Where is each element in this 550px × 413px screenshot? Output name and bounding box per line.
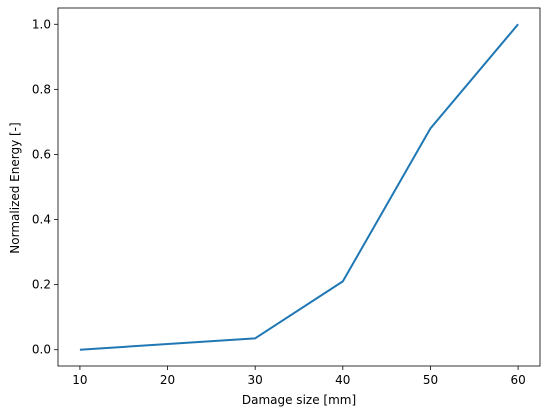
- x-tick-label: 10: [72, 373, 87, 387]
- x-tick-label: 60: [510, 373, 525, 387]
- x-axis-label: Damage size [mm]: [242, 393, 356, 407]
- y-tick-label: 0.0: [32, 343, 51, 357]
- y-tick-label: 0.2: [32, 278, 51, 292]
- y-axis-label: Normalized Energy [-]: [8, 122, 22, 253]
- y-tick-label: 0.6: [32, 147, 51, 161]
- x-tick-label: 20: [160, 373, 175, 387]
- data-line: [79, 23, 519, 351]
- y-tick-label: 0.4: [32, 213, 51, 227]
- y-tick-label: 1.0: [32, 17, 51, 31]
- plot-frame: [57, 7, 541, 367]
- x-tick-label: 30: [248, 373, 263, 387]
- x-tick-label: 40: [335, 373, 350, 387]
- x-tick-label: 50: [423, 373, 438, 387]
- y-tick-label: 0.8: [32, 82, 51, 96]
